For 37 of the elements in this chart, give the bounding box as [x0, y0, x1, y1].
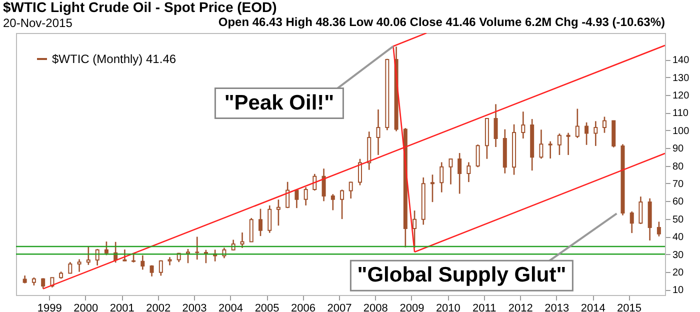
chart-subtitle: 20-Nov-2015 — [3, 16, 73, 30]
x-tick-label: 2013 — [544, 302, 570, 312]
y-tick-label: 40 — [672, 232, 684, 244]
legend-label: $WTIC (Monthly) 41.46 — [52, 52, 176, 66]
annotation: "Global Supply Glut" — [357, 264, 566, 287]
x-tick-label: 2000 — [74, 302, 98, 312]
x-tick-label: 2005 — [254, 302, 280, 312]
y-tick-label: 60 — [672, 196, 684, 208]
annotation: "Peak Oil!" — [224, 91, 334, 114]
x-tick-label: 2012 — [508, 302, 533, 312]
y-tick-label: 90 — [672, 144, 684, 155]
x-tick-label: 1999 — [37, 302, 62, 312]
y-tick-label: 20 — [672, 267, 684, 278]
x-tick-label: 2006 — [291, 302, 316, 312]
y-tick-label: 110 — [672, 108, 689, 120]
y-tick-label: 50 — [672, 214, 684, 226]
y-tick-label: 30 — [672, 250, 684, 261]
x-tick-label: 2008 — [363, 302, 388, 312]
x-tick-label: 2007 — [327, 302, 352, 312]
y-tick-label: 10 — [672, 285, 684, 296]
y-tick-label: 80 — [672, 161, 684, 172]
y-tick-label: 120 — [672, 90, 690, 102]
x-tick-label: 2010 — [436, 302, 460, 312]
x-tick-label: 2011 — [472, 302, 496, 312]
x-tick-label: 2002 — [146, 302, 171, 312]
x-tick-label: 2004 — [218, 302, 243, 312]
y-tick-label: 130 — [672, 72, 690, 84]
x-tick-label: 2001 — [110, 302, 134, 312]
x-tick-label: 2014 — [580, 302, 606, 312]
text: Open 46.43 High 48.36 Low 40.06 Close 41.46 Volume 6.2M Chg -4.93 (-10.63%) — [218, 15, 665, 29]
y-tick-label: 100 — [672, 126, 690, 137]
x-tick-label: 2003 — [182, 302, 207, 312]
x-tick-label: 2015 — [617, 302, 642, 312]
y-tick-label: 70 — [672, 178, 684, 190]
y-tick-label: 140 — [672, 55, 690, 66]
x-tick-label: 2009 — [400, 302, 424, 312]
chart-title: $WTIC Light Crude Oil - Spot Price (EOD) — [3, 0, 277, 15]
